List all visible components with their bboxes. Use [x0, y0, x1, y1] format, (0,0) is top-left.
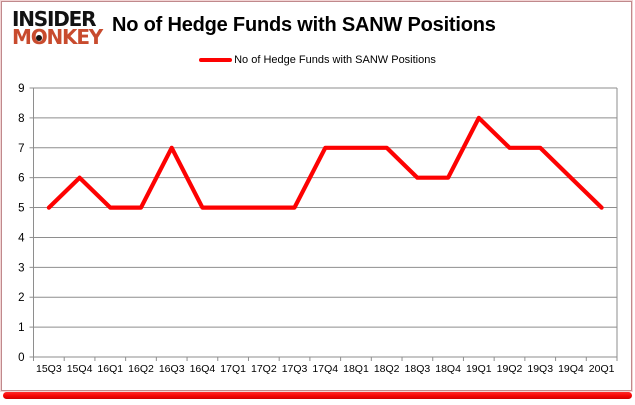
legend-line-swatch — [199, 58, 233, 62]
y-tick-label: 9 — [18, 83, 24, 95]
logo-monkey-text: MONKEY — [12, 25, 103, 49]
y-tick-label: 4 — [18, 232, 25, 244]
x-tick-label: 17Q4 — [312, 363, 338, 375]
y-tick-label: 8 — [18, 113, 24, 125]
y-tick-label: 3 — [18, 262, 24, 274]
x-tick-label: 19Q2 — [497, 363, 523, 375]
y-tick-label: 2 — [18, 292, 24, 304]
x-tick-label: 15Q3 — [36, 363, 62, 375]
y-tick-label: 1 — [18, 322, 24, 334]
y-tick-label: 0 — [18, 352, 24, 364]
x-tick-label: 16Q4 — [190, 363, 216, 375]
series-line — [46, 115, 604, 210]
x-tick-label: 16Q1 — [97, 363, 123, 375]
x-tick-label: 17Q2 — [251, 363, 277, 375]
y-tick-label: 7 — [18, 143, 24, 155]
x-tick-label: 19Q1 — [466, 363, 492, 375]
legend-label: No of Hedge Funds with SANW Positions — [234, 54, 436, 66]
x-tick-label: 19Q4 — [558, 363, 584, 375]
y-tick-label: 6 — [18, 173, 24, 185]
x-tick-label: 20Q1 — [589, 363, 615, 375]
x-tick-label: 18Q4 — [435, 363, 461, 375]
x-tick-label: 16Q3 — [159, 363, 185, 375]
x-tick-label: 18Q3 — [405, 363, 431, 375]
x-tick-label: 17Q3 — [282, 363, 308, 375]
chart-title: No of Hedge Funds with SANW Positions — [112, 14, 496, 36]
bottom-red-bar — [3, 392, 632, 399]
insider-monkey-logo: INSIDER MONKEY — [12, 7, 103, 49]
y-tick-label: 5 — [18, 203, 24, 215]
logo-insider-text: INSIDER — [12, 7, 96, 31]
x-tick-label: 15Q4 — [67, 363, 93, 375]
x-tick-label: 17Q1 — [220, 363, 246, 375]
x-tick-label: 19Q3 — [527, 363, 553, 375]
x-tick-label: 16Q2 — [128, 363, 154, 375]
x-tick-label: 18Q2 — [374, 363, 400, 375]
x-tick-label: 18Q1 — [343, 363, 369, 375]
legend: No of Hedge Funds with SANW Positions — [0, 53, 635, 67]
monkey-eye-icon — [36, 35, 42, 41]
card-frame — [1, 1, 632, 391]
